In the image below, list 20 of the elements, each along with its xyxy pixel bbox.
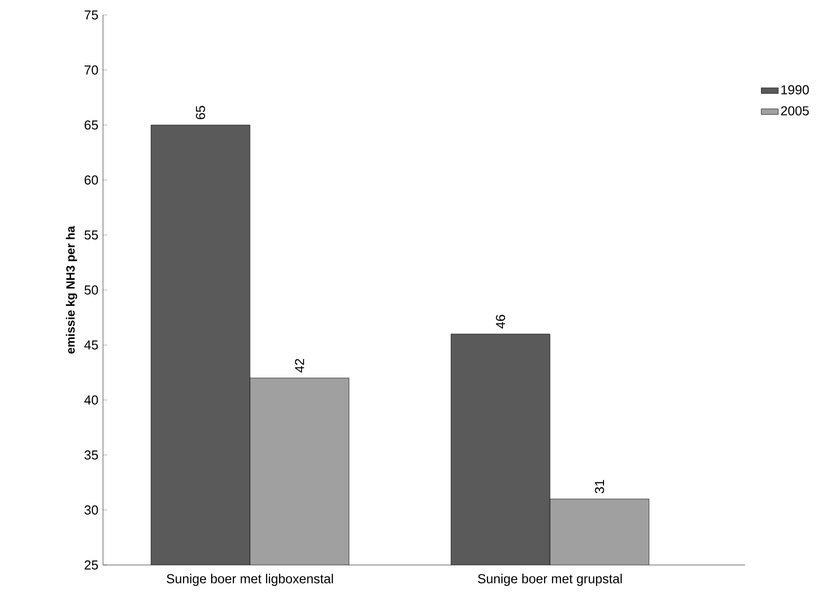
y-tick-label: 75	[84, 10, 98, 20]
y-tick-label: 55	[84, 230, 98, 240]
y-tick-label: 40	[84, 395, 98, 405]
y-axis-title: emissie kg NH3 per ha	[66, 226, 78, 354]
data-label: 31	[594, 480, 604, 494]
x-tick-label: Sunige boer met grupstal	[478, 574, 622, 586]
y-tick-label: 70	[84, 65, 98, 75]
data-label: 65	[196, 106, 206, 120]
data-label: 42	[294, 358, 304, 373]
y-tick-label: 30	[84, 505, 98, 515]
legend-label: 1990	[781, 85, 809, 94]
x-tick-label: Sunige boer met ligboxenstal	[166, 574, 333, 586]
legend-label: 2005	[781, 106, 809, 116]
y-tick-label: 25	[84, 560, 98, 570]
y-tick-label: 65	[84, 120, 98, 130]
y-tick-label: 60	[84, 175, 98, 185]
y-tick-label: 35	[84, 450, 98, 460]
y-tick-label: 45	[84, 340, 98, 350]
data-label: 46	[496, 314, 506, 329]
y-tick-label: 50	[84, 285, 98, 295]
